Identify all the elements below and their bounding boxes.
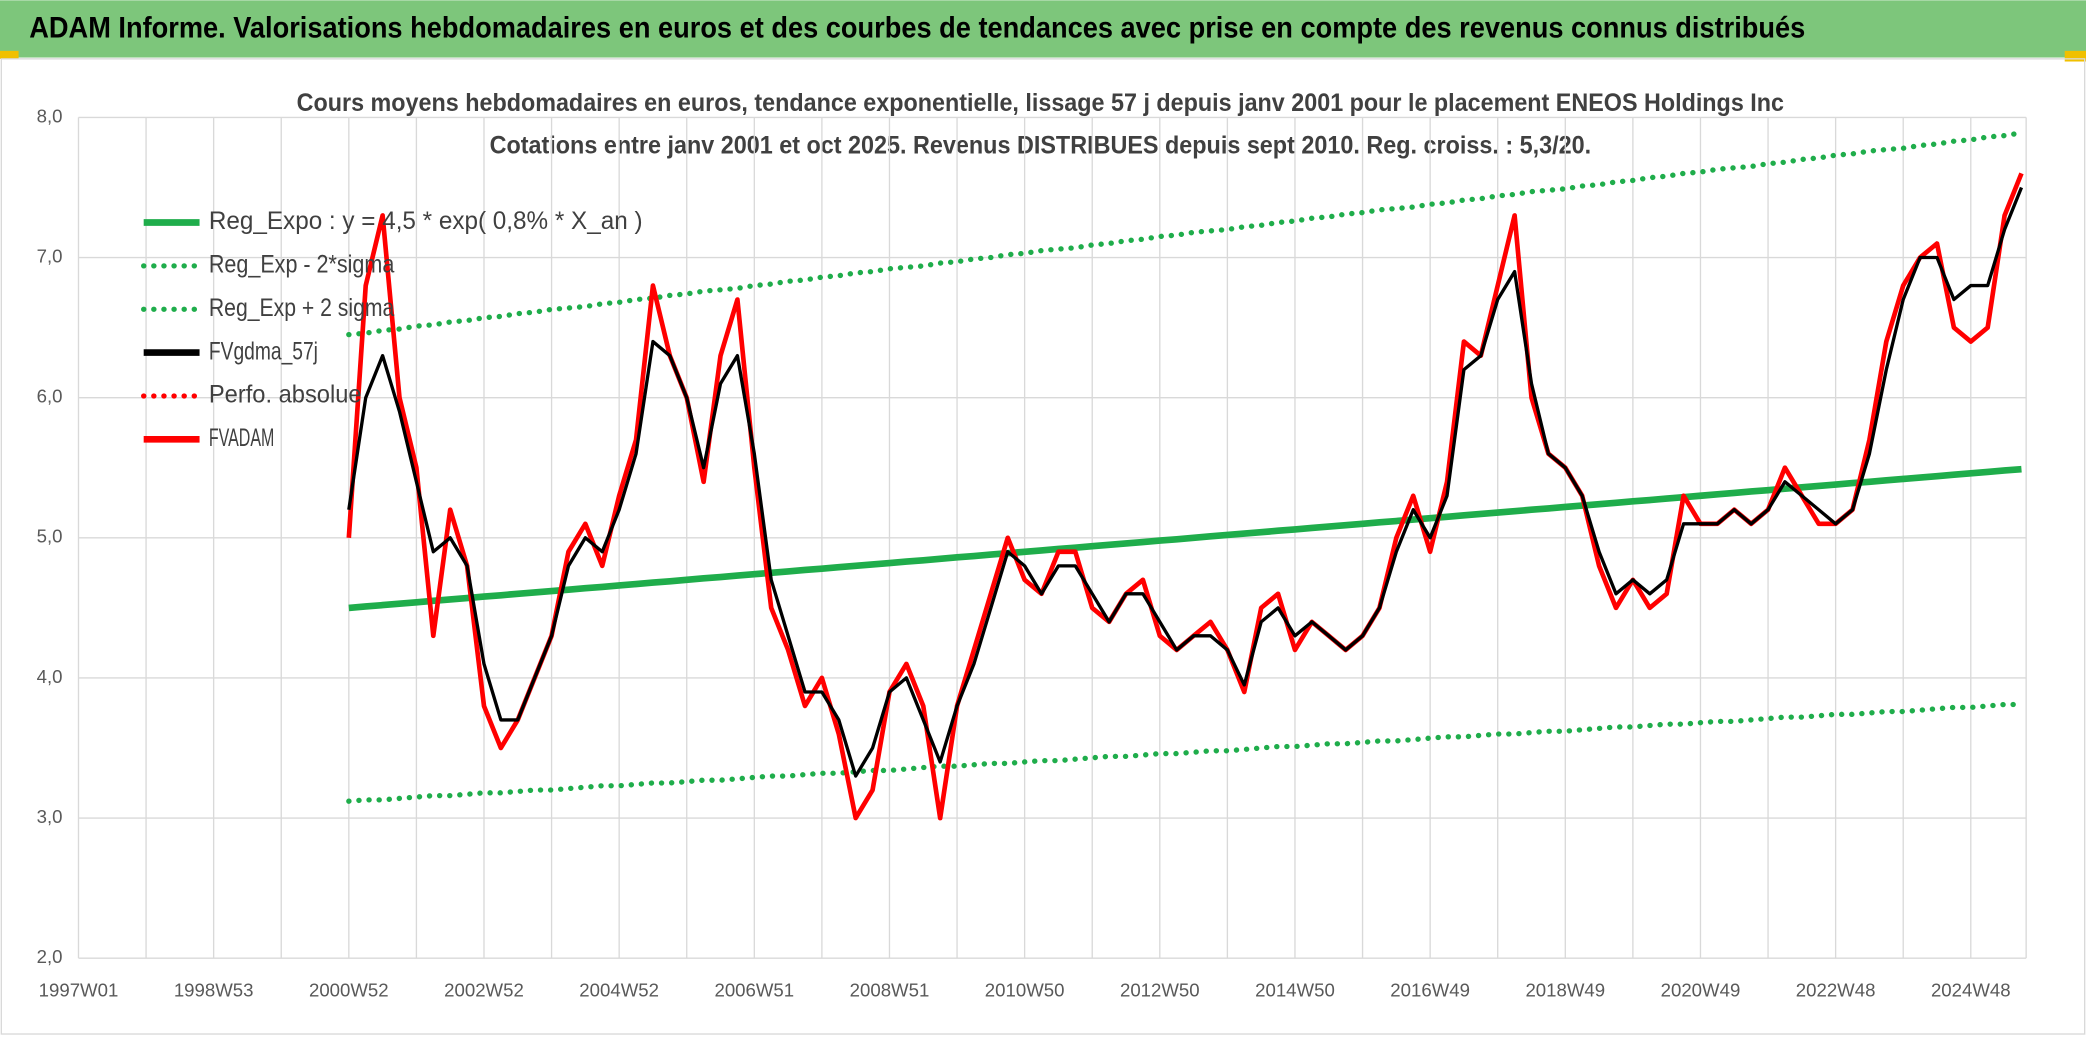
x-tick-label: 2014W50 xyxy=(1255,979,1335,1000)
y-tick-label: 4,0 xyxy=(37,666,63,687)
x-tick-label: 1997W01 xyxy=(39,979,119,1000)
legend-label: Reg_Expo : y = 4,5 * exp( 0,8% * X_an ) xyxy=(209,207,643,235)
y-tick-label: 7,0 xyxy=(37,245,63,266)
x-tick-label: 1998W53 xyxy=(174,979,254,1000)
legend: Reg_Expo : y = 4,5 * exp( 0,8% * X_an ) R… xyxy=(141,207,643,452)
x-tick-label: 2022W48 xyxy=(1796,979,1876,1000)
corner xyxy=(2064,50,2086,62)
x-tick-label: 2004W52 xyxy=(579,979,659,1000)
x-tick-label: 2012W50 xyxy=(1120,979,1200,1000)
chart-title: Cours moyens hebdomadaires en euros, ten… xyxy=(297,89,1784,117)
legend-label: FVgdma_57j xyxy=(209,337,318,365)
y-tick-label: 8,0 xyxy=(37,105,63,126)
legend-label: Reg_Exp - 2*sigma xyxy=(209,251,395,279)
x-tick-label: 2008W51 xyxy=(850,979,930,1000)
series-line xyxy=(346,130,2025,338)
x-tick-label: 2016W49 xyxy=(1390,979,1470,1000)
x-tick-label: 2002W52 xyxy=(444,979,524,1000)
grid: 2,0 3,0 4,0 5,0 6,0 7,0 8,0 1997W01 1998W53 2000W… xyxy=(37,105,2027,1000)
legend-label: FVADAM xyxy=(209,424,274,452)
y-tick-label: 5,0 xyxy=(37,526,63,547)
plot xyxy=(346,130,2025,821)
y-tick-label: 2,0 xyxy=(37,946,63,967)
x-tick-label: 2018W49 xyxy=(1525,979,1605,1000)
x-tick-label: 2010W50 xyxy=(985,979,1065,1000)
x-tick-label: 2006W51 xyxy=(714,979,794,1000)
y-tick-label: 3,0 xyxy=(37,806,63,827)
chart-subtitle: Cotations entre janv 2001 et oct 2025. R… xyxy=(490,131,1592,159)
legend-label: Perfo. absolue xyxy=(209,381,362,409)
x-tick-label: 2000W52 xyxy=(309,979,389,1000)
header-bar xyxy=(0,0,2086,58)
frame xyxy=(0,58,2086,1035)
header-title: ADAM Informe. Valorisations hebdomadaire… xyxy=(29,12,1805,44)
x-tick-label: 2024W48 xyxy=(1931,979,2011,1000)
series-line xyxy=(348,465,2022,612)
corner xyxy=(0,50,19,59)
x-tick-label: 2020W49 xyxy=(1661,979,1741,1000)
y-tick-label: 6,0 xyxy=(37,386,63,407)
series-line xyxy=(346,701,2025,804)
series-line xyxy=(347,186,2024,778)
legend-label: Reg_Exp + 2 sigma xyxy=(209,294,395,322)
